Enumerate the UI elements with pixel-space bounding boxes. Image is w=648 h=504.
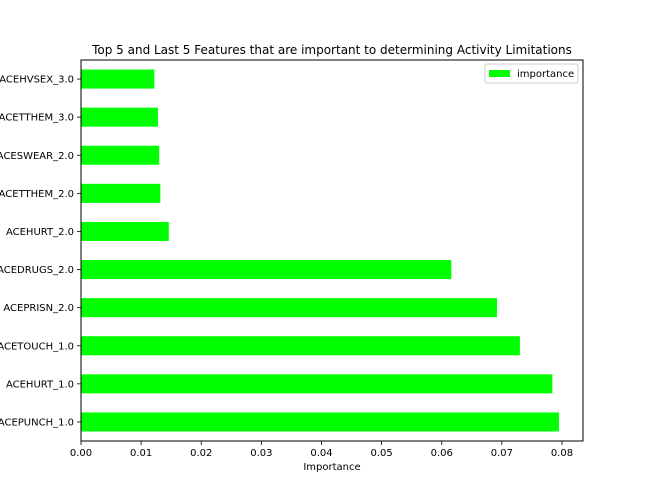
x-tick-label: 0.05 <box>370 448 392 459</box>
plot-frame <box>80 59 584 442</box>
y-tick-label: ACEHURT_2.0 <box>6 227 74 238</box>
x-tick-label: 0.03 <box>250 448 272 459</box>
bar-ACETTHEM_2.0 <box>81 183 161 203</box>
bar-ACEHURT_2.0 <box>81 221 169 241</box>
y-tick-label: ACEPUNCH_1.0 <box>0 417 74 428</box>
y-tick-label: ACEDRUGS_2.0 <box>0 265 74 276</box>
y-tick-label: ACEHVSEX_3.0 <box>0 75 74 86</box>
y-tick-label: ACETTHEM_3.0 <box>0 113 74 124</box>
bar-ACEHURT_1.0 <box>81 374 553 394</box>
x-tick-label: 0.08 <box>551 448 573 459</box>
bar-ACETTHEM_3.0 <box>81 107 158 127</box>
y-tick-label: ACEPRISN_2.0 <box>3 303 74 314</box>
x-tick-label: 0.02 <box>190 448 212 459</box>
x-tick-label: 0.01 <box>130 448 152 459</box>
x-tick-label: 0.06 <box>431 448 453 459</box>
y-tick-label: ACETTHEM_2.0 <box>0 189 74 200</box>
chart-title: Top 5 and Last 5 Features that are impor… <box>91 43 572 57</box>
bar-ACETOUCH_1.0 <box>81 336 520 356</box>
bar-ACEPRISN_2.0 <box>81 298 498 318</box>
x-tick-label: 0.04 <box>310 448 332 459</box>
x-axis-ticks: 0.00 0.01 0.02 0.03 0.04 0.05 0.06 0.07 0.08 <box>70 441 573 459</box>
bar-ACEHVSEX_3.0 <box>81 69 155 89</box>
x-tick-label: 0.07 <box>491 448 513 459</box>
legend-swatch-importance <box>489 70 510 77</box>
legend-box <box>484 63 579 84</box>
legend: importance <box>484 63 579 84</box>
x-axis-label: Importance <box>303 462 360 473</box>
y-tick-label: ACESWEAR_2.0 <box>0 151 74 162</box>
y-tick-label: ACEHURT_1.0 <box>6 379 74 390</box>
bar-ACEDRUGS_2.0 <box>81 260 452 280</box>
y-tick-label: ACETOUCH_1.0 <box>0 341 74 352</box>
y-axis-ticks: ACEPUNCH_1.0 ACEHURT_1.0 ACETOUCH_1.0 ACEPR… <box>0 75 81 428</box>
legend-label-importance: importance <box>517 69 574 80</box>
bars-group <box>81 69 559 432</box>
bar-ACESWEAR_2.0 <box>81 145 160 165</box>
bar-ACEPUNCH_1.0 <box>81 412 559 432</box>
x-tick-label: 0.00 <box>70 448 92 459</box>
